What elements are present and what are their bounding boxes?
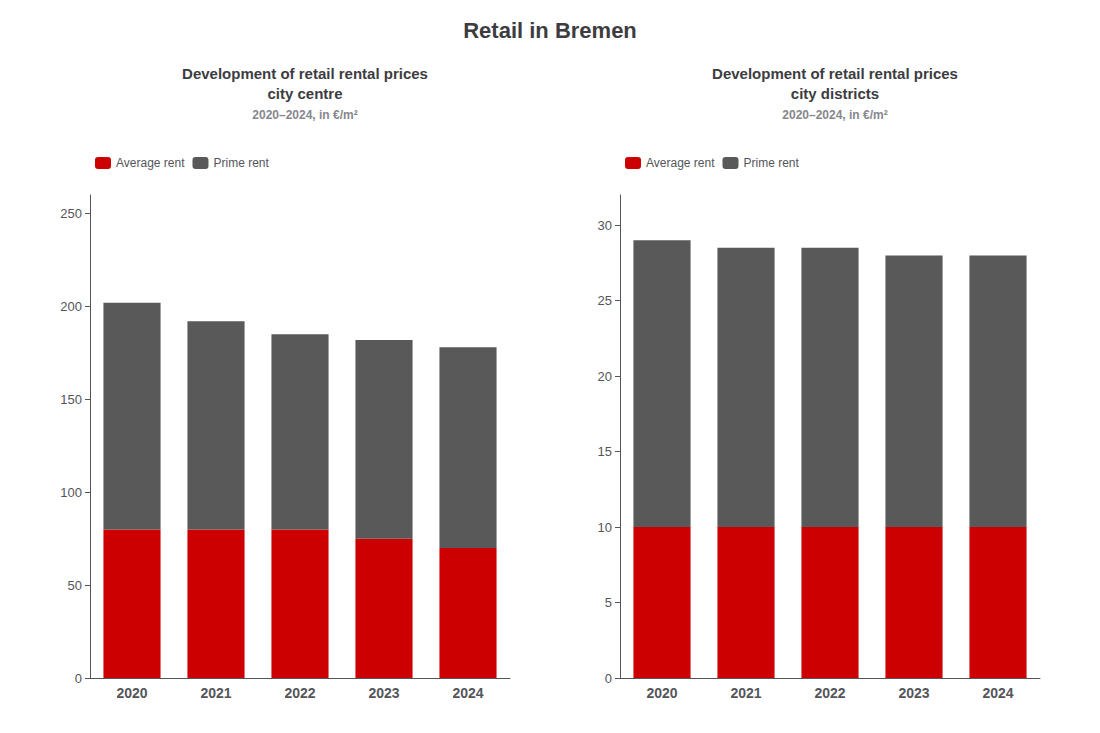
svg-text:2023: 2023	[898, 685, 929, 701]
svg-text:Development of retail rental p: Development of retail rental prices	[182, 65, 428, 82]
svg-text:city centre: city centre	[267, 85, 342, 102]
svg-text:2020–2024, in €/m²: 2020–2024, in €/m²	[252, 108, 357, 122]
svg-text:Retail in Bremen: Retail in Bremen	[463, 18, 637, 43]
svg-text:city districts: city districts	[791, 85, 879, 102]
svg-text:2022: 2022	[814, 685, 845, 701]
svg-text:250: 250	[60, 206, 82, 221]
svg-text:150: 150	[60, 392, 82, 407]
svg-text:30: 30	[598, 218, 612, 233]
svg-text:100: 100	[60, 485, 82, 500]
svg-text:Prime rent: Prime rent	[743, 156, 799, 170]
svg-text:Prime rent: Prime rent	[213, 156, 269, 170]
svg-text:0: 0	[605, 671, 612, 686]
svg-text:2020: 2020	[646, 685, 677, 701]
svg-text:25: 25	[598, 293, 612, 308]
svg-text:200: 200	[60, 299, 82, 314]
svg-text:Average rent: Average rent	[646, 156, 715, 170]
svg-text:Development of retail rental p: Development of retail rental prices	[712, 65, 958, 82]
svg-text:2024: 2024	[982, 685, 1013, 701]
svg-text:50: 50	[68, 578, 82, 593]
svg-text:2021: 2021	[730, 685, 761, 701]
svg-text:2024: 2024	[452, 685, 483, 701]
svg-text:0: 0	[75, 671, 82, 686]
svg-text:2021: 2021	[200, 685, 231, 701]
svg-text:20: 20	[598, 369, 612, 384]
svg-text:10: 10	[598, 520, 612, 535]
svg-text:2023: 2023	[368, 685, 399, 701]
svg-text:2020: 2020	[116, 685, 147, 701]
svg-text:2022: 2022	[284, 685, 315, 701]
svg-text:Average rent: Average rent	[116, 156, 185, 170]
svg-text:15: 15	[598, 444, 612, 459]
svg-text:5: 5	[605, 595, 612, 610]
svg-text:2020–2024, in €/m²: 2020–2024, in €/m²	[782, 108, 887, 122]
